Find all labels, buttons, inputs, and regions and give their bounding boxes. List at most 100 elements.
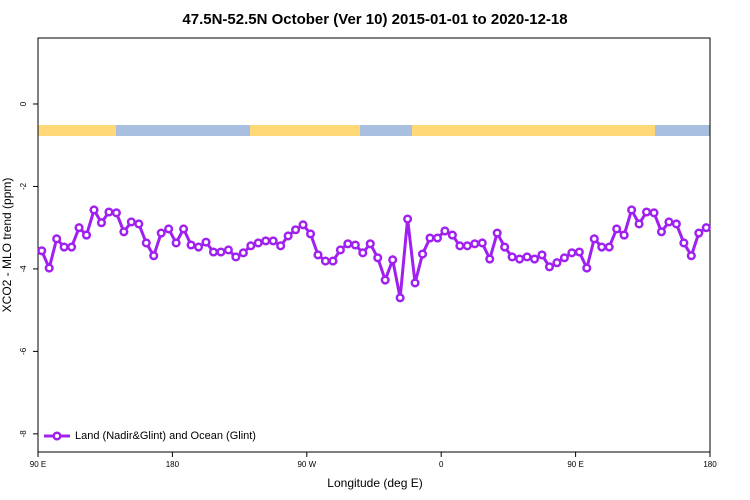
data-point <box>492 228 502 238</box>
data-point <box>455 241 465 251</box>
data-point <box>96 218 107 228</box>
data-point <box>201 237 211 247</box>
data-point <box>686 251 696 261</box>
data-point <box>425 233 435 243</box>
data-point <box>417 249 428 259</box>
data-point <box>283 231 293 241</box>
data-point <box>291 225 301 235</box>
data-point <box>612 224 622 234</box>
data-point <box>313 250 323 260</box>
data-point <box>373 253 383 263</box>
data-point <box>179 224 189 234</box>
data-point <box>380 275 390 285</box>
data-point <box>44 263 54 273</box>
data-point <box>634 219 644 229</box>
data-point <box>81 230 92 240</box>
data-point <box>208 247 219 257</box>
x-tick-label: 90 W <box>297 460 316 469</box>
data-point <box>111 208 121 218</box>
data-point <box>589 234 599 244</box>
data-point <box>529 254 540 264</box>
data-point <box>67 242 77 252</box>
data-point <box>104 207 114 217</box>
y-tick-label: 0 <box>19 101 28 106</box>
data-point <box>432 233 443 243</box>
data-point <box>485 254 495 264</box>
data-point <box>403 214 413 224</box>
data-point <box>619 230 629 240</box>
data-point <box>649 208 659 218</box>
data-point <box>350 240 360 250</box>
x-tick-label: 180 <box>703 460 717 469</box>
data-point <box>298 220 308 230</box>
land-ocean-strip <box>38 125 710 136</box>
data-point <box>627 205 637 215</box>
data-point <box>231 252 241 262</box>
data-point <box>447 230 457 240</box>
data-point <box>89 205 99 215</box>
y-axis-label: XCO2 - MLO trend (ppm) <box>0 178 14 313</box>
data-point <box>567 248 577 258</box>
data-point <box>522 252 532 262</box>
data-point <box>395 293 405 303</box>
data-point <box>164 224 174 234</box>
data-point <box>126 217 136 227</box>
data-point <box>604 242 614 252</box>
data-point <box>358 248 368 258</box>
data-point <box>119 227 129 237</box>
data-point <box>597 242 607 252</box>
data-point <box>507 252 517 262</box>
data-point <box>582 263 592 273</box>
data-point <box>343 239 353 249</box>
data-point <box>37 246 47 256</box>
data-point <box>477 238 487 248</box>
data-point <box>671 219 681 229</box>
chart-title: 47.5N-52.5N October (Ver 10) 2015-01-01 … <box>182 11 567 28</box>
data-point <box>253 238 263 248</box>
data-point <box>268 236 278 246</box>
data-point <box>664 217 674 227</box>
y-tick-label: -4 <box>19 265 28 273</box>
x-tick-label: 0 <box>439 460 444 469</box>
data-point <box>388 255 398 265</box>
data-point <box>186 240 196 250</box>
data-point <box>320 256 331 266</box>
y-tick-label: -6 <box>19 347 28 355</box>
data-point <box>52 234 62 244</box>
data-point <box>328 256 338 266</box>
data-point <box>156 228 166 238</box>
data-point <box>216 247 226 257</box>
data-point <box>193 242 204 252</box>
data-point <box>552 258 562 268</box>
data-point <box>537 250 547 260</box>
data-point <box>276 241 286 251</box>
data-point <box>694 228 704 238</box>
data-point <box>574 247 584 257</box>
data-point <box>261 236 271 246</box>
data-point <box>462 241 472 251</box>
data-point <box>656 227 667 237</box>
data-point <box>246 241 256 251</box>
data-point <box>141 238 151 248</box>
data-point <box>149 251 159 261</box>
data-point <box>59 242 69 252</box>
x-axis-label: Longitude (deg E) <box>327 476 422 490</box>
data-point <box>559 253 569 263</box>
data-point <box>365 239 375 249</box>
data-point <box>641 207 652 217</box>
x-tick-label: 90 E <box>567 460 583 469</box>
data-point <box>335 245 345 255</box>
data-point <box>470 239 480 249</box>
data-point <box>223 245 233 255</box>
data-point <box>238 248 248 258</box>
data-point <box>544 262 555 272</box>
data-point <box>171 238 181 248</box>
data-point <box>701 223 711 233</box>
data-point <box>515 254 525 264</box>
data-point <box>440 226 450 236</box>
y-tick-label: -2 <box>19 182 28 190</box>
data-point <box>305 229 316 239</box>
legend-label: Land (Nadir&Glint) and Ocean (Glint) <box>75 430 256 442</box>
data-point <box>134 219 144 229</box>
